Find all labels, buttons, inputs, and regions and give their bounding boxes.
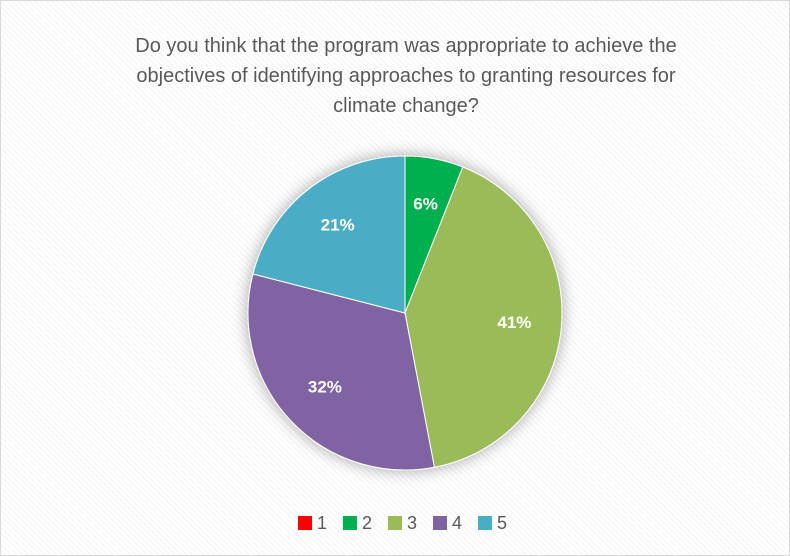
legend-label: 5 — [497, 513, 507, 533]
legend-swatch — [388, 516, 402, 530]
chart-title: Do you think that the program was approp… — [135, 35, 677, 117]
legend-swatch — [478, 516, 492, 530]
legend-swatch — [298, 516, 312, 530]
data-label: 21% — [321, 216, 355, 235]
pie — [247, 155, 563, 471]
legend-swatch — [433, 516, 447, 530]
legend-label: 2 — [362, 513, 372, 533]
legend-label: 4 — [452, 513, 462, 533]
data-label: 32% — [308, 378, 342, 397]
legend-label: 3 — [407, 513, 417, 533]
legend-swatch — [343, 516, 357, 530]
pie-slice — [247, 273, 436, 471]
data-label: 6% — [413, 195, 438, 214]
pie-slice — [404, 166, 563, 468]
legend-label: 1 — [317, 513, 327, 533]
data-label: 41% — [497, 313, 531, 332]
pie-slice — [252, 155, 406, 314]
